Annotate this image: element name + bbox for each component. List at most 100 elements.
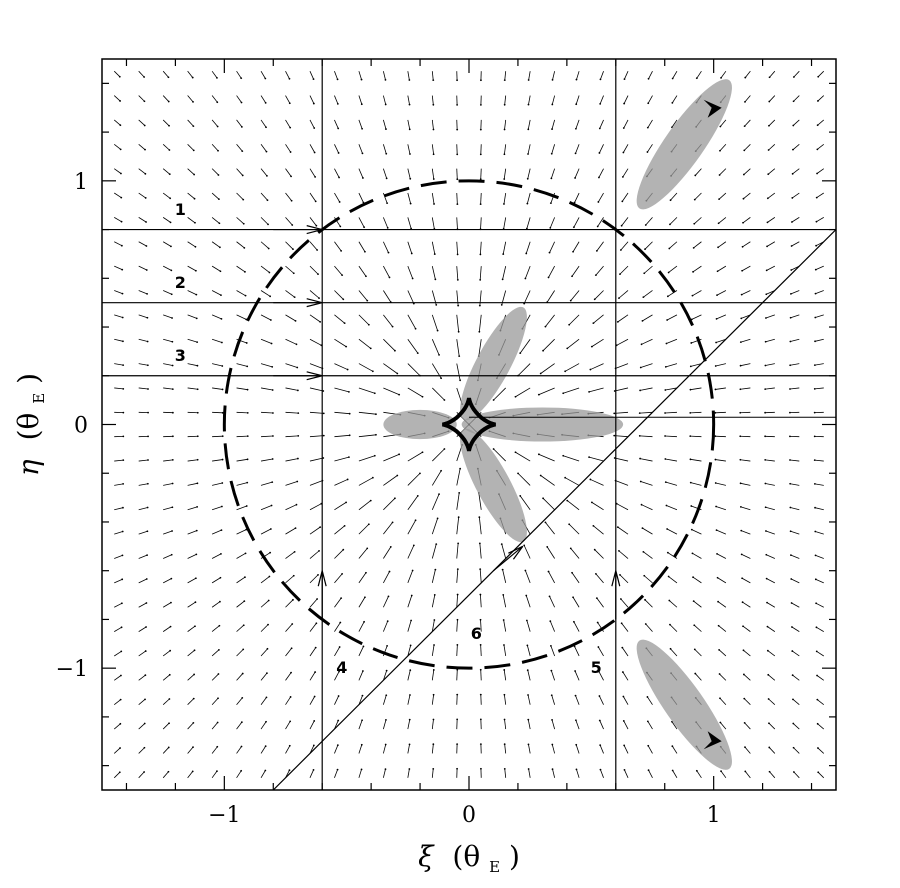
field-arrow — [502, 241, 507, 255]
field-arrowhead — [296, 366, 299, 369]
field-arrowhead — [744, 746, 746, 749]
field-arrowhead — [170, 601, 172, 604]
field-arrow — [358, 670, 364, 681]
field-arrowhead — [550, 694, 553, 697]
field-arrow — [358, 241, 366, 252]
field-arrow — [358, 290, 368, 301]
field-arrow — [431, 543, 437, 559]
field-arrowhead — [789, 388, 791, 390]
field-arrow — [187, 771, 194, 779]
field-arrow — [383, 338, 396, 351]
field-arrowhead — [246, 388, 249, 391]
field-arrow — [523, 545, 531, 559]
field-arrowhead — [364, 596, 366, 599]
field-arrowhead — [410, 252, 413, 255]
field-arrow — [545, 314, 555, 327]
field-arrowhead — [240, 125, 243, 128]
field-arrow — [114, 483, 124, 486]
field-arrow — [138, 217, 147, 223]
field-arrowhead — [146, 316, 149, 319]
field-arrow — [742, 241, 751, 248]
field-arrow — [138, 314, 148, 319]
field-arrow — [623, 144, 629, 153]
field-arrowhead — [767, 149, 770, 151]
field-arrowhead — [639, 366, 642, 369]
field-arrow — [504, 719, 507, 730]
field-arrow — [211, 290, 222, 296]
field-arrowhead — [503, 178, 506, 180]
field-arrowhead — [503, 644, 505, 646]
field-arrowhead — [664, 412, 667, 414]
field-arrowhead — [716, 576, 719, 579]
field-arrowhead — [122, 459, 125, 462]
field-arrow — [309, 720, 315, 730]
field-arrowhead — [338, 646, 341, 648]
field-arrow — [742, 217, 751, 224]
field-arrow — [456, 492, 460, 510]
field-arrow — [211, 241, 221, 248]
field-arrowhead — [597, 646, 600, 648]
field-arrowhead — [221, 435, 224, 438]
field-arrowhead — [764, 435, 767, 438]
field-arrowhead — [416, 495, 419, 497]
field-arrowhead — [719, 697, 721, 700]
field-arrowhead — [244, 294, 247, 297]
field-arrow — [519, 495, 531, 511]
field-arrow — [456, 217, 458, 230]
field-arrow — [540, 475, 555, 486]
field-arrowhead — [143, 722, 146, 725]
field-arrow — [211, 770, 218, 779]
field-arrow — [744, 119, 751, 127]
field-arrow — [163, 530, 173, 535]
field-arrowhead — [768, 124, 770, 127]
field-arrow — [816, 168, 825, 174]
field-arrow — [599, 744, 604, 754]
field-arrow — [527, 670, 531, 681]
field-arrow — [720, 722, 727, 730]
field-arrow — [407, 694, 411, 705]
field-arrow — [641, 338, 653, 345]
field-arrow — [236, 70, 242, 79]
field-arrowhead — [264, 77, 267, 80]
field-arrowhead — [643, 574, 646, 577]
field-arrowhead — [641, 527, 644, 530]
field-arrowhead — [789, 459, 791, 461]
field-arrow — [614, 435, 629, 438]
field-arrowhead — [668, 599, 671, 602]
field-arrow — [162, 168, 171, 175]
field-arrow — [480, 619, 482, 632]
field-arrowhead — [121, 316, 124, 319]
field-arrowhead — [168, 722, 170, 725]
field-arrow — [526, 192, 531, 204]
field-arrowhead — [271, 481, 274, 484]
field-arrowhead — [816, 698, 819, 701]
field-arrowhead — [588, 456, 590, 459]
field-arrowhead — [436, 517, 439, 520]
field-arrow — [187, 387, 198, 390]
field-arrowhead — [145, 626, 147, 628]
field-arrow — [431, 768, 434, 778]
field-arrowhead — [613, 390, 616, 392]
field-arrowhead — [432, 178, 435, 180]
field-arrow — [765, 530, 775, 535]
field-arrowhead — [689, 458, 692, 461]
field-arrowhead — [409, 644, 412, 647]
field-arrow — [480, 644, 482, 657]
field-arrowhead — [322, 434, 325, 437]
field-arrow — [720, 70, 727, 79]
field-arrowhead — [195, 293, 198, 296]
field-arrow — [212, 482, 223, 486]
field-arrowhead — [594, 274, 597, 277]
field-arrow — [567, 500, 580, 511]
field-arrowhead — [388, 276, 391, 279]
field-arrowhead — [638, 412, 641, 415]
field-arrow — [643, 290, 653, 298]
field-arrowhead — [362, 670, 364, 672]
field-arrow — [236, 482, 248, 486]
field-arrow — [715, 338, 727, 343]
field-arrowhead — [814, 554, 817, 557]
field-arrowhead — [362, 177, 364, 179]
field-arrow — [431, 71, 434, 81]
field-arrowhead — [121, 554, 124, 557]
field-arrowhead — [240, 721, 243, 724]
